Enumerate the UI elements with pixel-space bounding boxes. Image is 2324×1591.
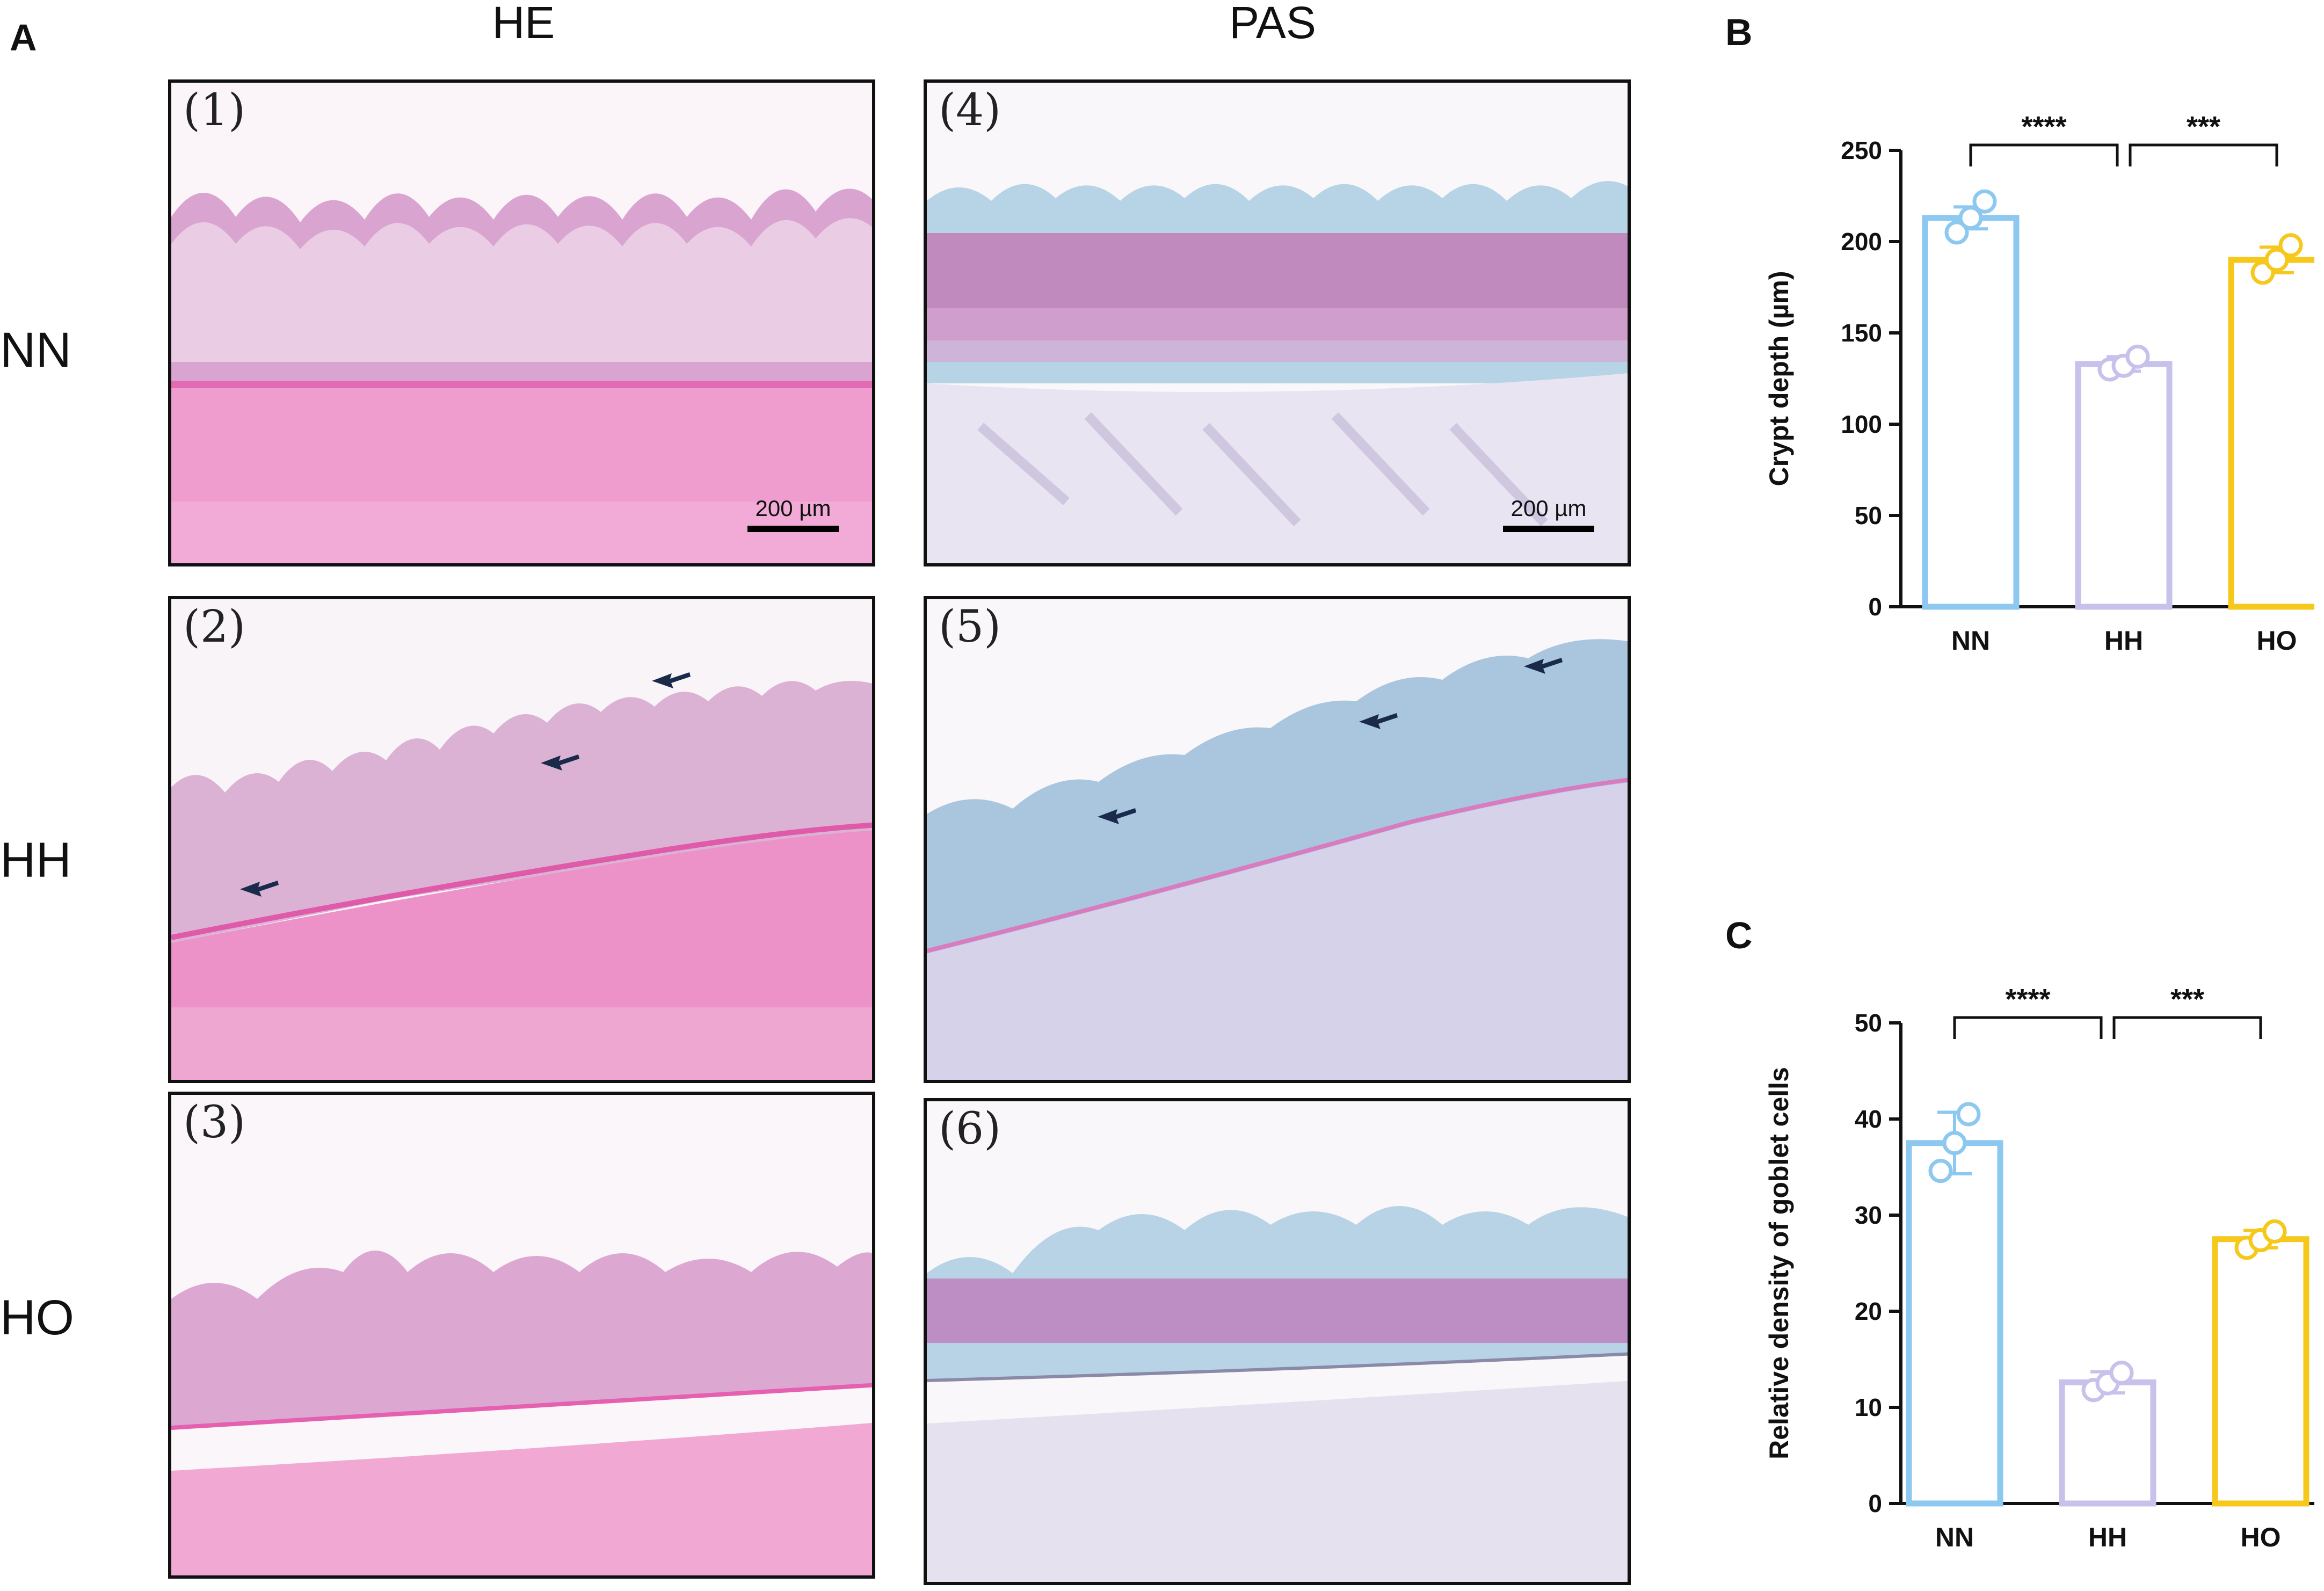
data-point (1928, 1159, 1953, 1183)
significance-label: **** (2021, 111, 2066, 143)
significance-bracket (2129, 143, 2278, 166)
data-point (1958, 206, 1983, 230)
column-header-he: HE (492, 0, 555, 48)
bar-nn (1922, 215, 2020, 610)
data-point (1944, 220, 1969, 245)
data-point (1972, 189, 1997, 214)
column-header-pas: PAS (1229, 0, 1316, 48)
data-point (2278, 233, 2303, 258)
micrograph-3-he-ho: (3) (168, 1092, 875, 1579)
data-point (2125, 344, 2150, 369)
micrograph-6-pas-ho: (6) (924, 1098, 1631, 1585)
micrograph-number: (2) (183, 601, 246, 652)
data-point (1956, 1102, 1981, 1127)
scale-bar-label: 200 µm (755, 496, 831, 521)
scale-bar: 200 µm (1503, 496, 1594, 532)
bar-hh (2075, 361, 2173, 610)
significance-label: *** (2187, 111, 2220, 143)
x-tick-label: HO (2241, 1522, 2281, 1552)
y-tick-label: 200 (1841, 228, 1882, 256)
y-tick-label: 0 (1868, 1490, 1882, 1517)
row-label-nn: NN (0, 323, 71, 377)
bar-ho (2212, 1236, 2310, 1507)
x-tick-label: HH (2104, 626, 2143, 656)
y-tick-label: 50 (1855, 1009, 1882, 1037)
data-point (1942, 1131, 1967, 1156)
data-point (2264, 248, 2289, 272)
significance-label: *** (2170, 983, 2204, 1015)
significance-bracket (2112, 1016, 2262, 1039)
panel-label-c: C (1725, 914, 1753, 956)
micrograph-number: (3) (183, 1097, 246, 1148)
significance-label: **** (2005, 983, 2050, 1015)
tissue-image (927, 599, 1628, 1080)
y-tick-label: 150 (1841, 319, 1882, 347)
micrograph-4-pas-nn: (4) 200 µm (924, 79, 1631, 566)
data-point (2109, 1361, 2134, 1385)
tissue-image (927, 1101, 1628, 1582)
y-tick-label: 30 (1855, 1201, 1882, 1229)
significance-bracket (1969, 143, 2119, 166)
micrograph-number: (1) (183, 85, 246, 136)
y-axis-label: Crypt depth (µm) (1764, 271, 1794, 486)
y-tick-label: 250 (1841, 136, 1882, 164)
data-point (2262, 1219, 2287, 1244)
y-tick-label: 10 (1855, 1393, 1882, 1421)
scale-bar-label: 200 µm (1510, 496, 1587, 521)
micrograph-1-he-nn: (1) 200 µm (168, 79, 875, 566)
scale-bar: 200 µm (747, 496, 839, 532)
tissue-image (171, 599, 872, 1080)
bar-nn (1906, 1140, 2003, 1507)
x-tick-label: HO (2257, 626, 2297, 656)
y-tick-label: 100 (1841, 410, 1882, 438)
micrograph-number: (4) (939, 85, 1001, 136)
x-tick-label: HH (2088, 1522, 2127, 1552)
row-label-hh: HH (0, 833, 71, 888)
panel-label-a: A (10, 17, 37, 59)
tissue-image (171, 1095, 872, 1575)
significance-bracket (1953, 1016, 2103, 1039)
y-axis-label: Relative density of goblet cells (1764, 1067, 1794, 1459)
micrograph-2-he-hh: (2) (168, 596, 875, 1083)
y-tick-label: 20 (1855, 1297, 1882, 1325)
tissue-image (171, 83, 872, 563)
row-label-ho: HO (0, 1290, 74, 1345)
tissue-image (927, 83, 1628, 563)
panel-label-b: B (1725, 11, 1753, 53)
micrograph-number: (5) (939, 601, 1001, 652)
micrograph-number: (6) (939, 1103, 1001, 1154)
bar-chart-goblet-density: 0 10 20 30 40 50 Relative density of goblet ce… (1764, 983, 2314, 1552)
bar-chart-crypt-depth: 0 50 100 150 200 250 Crypt depth (µm) NN HH HO ***… (1764, 111, 2314, 656)
y-tick-label: 0 (1868, 593, 1882, 621)
y-tick-label: 40 (1855, 1105, 1882, 1133)
bar-ho (2228, 257, 2314, 610)
bar-hh (2059, 1379, 2156, 1507)
micrograph-5-pas-hh: (5) (924, 596, 1631, 1083)
y-tick-label: 50 (1855, 502, 1882, 529)
x-tick-label: NN (1951, 626, 1990, 656)
x-tick-label: NN (1935, 1522, 1974, 1552)
